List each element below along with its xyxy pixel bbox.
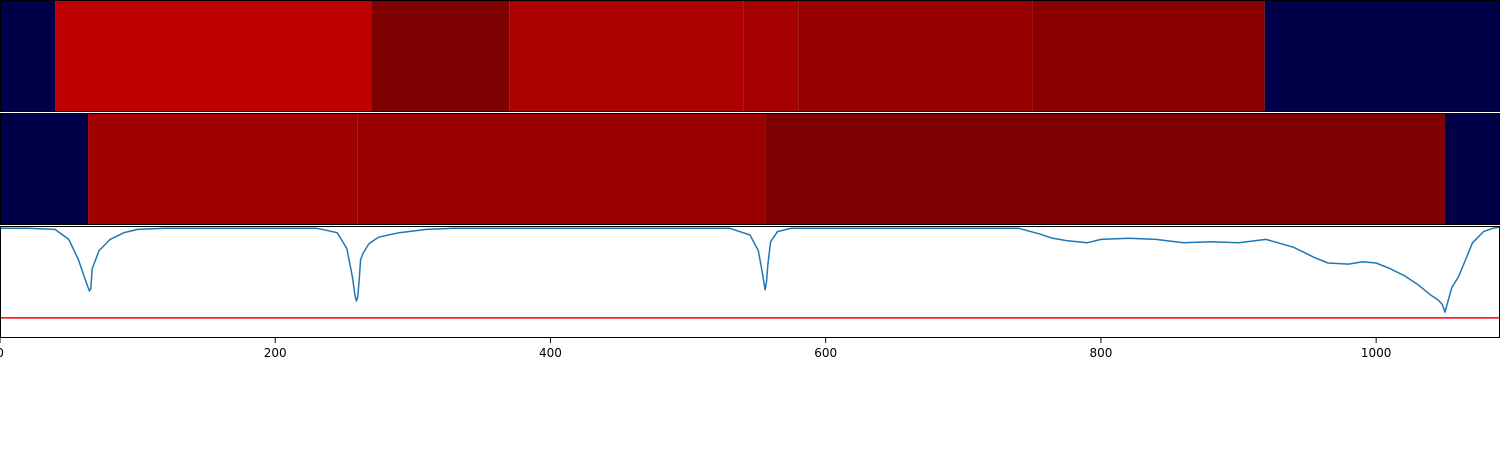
x-tick-label: 800 — [1089, 346, 1112, 360]
middle-heatmap-panel — [0, 113, 1500, 225]
x-tick-label: 600 — [814, 346, 837, 360]
top-heatmap-segment-1 — [55, 0, 372, 112]
line-plot-background — [0, 226, 1500, 338]
x-tick-label: 200 — [264, 346, 287, 360]
top-heatmap-segment-6 — [1032, 0, 1265, 112]
top-heatmap-segment-3 — [509, 0, 743, 112]
top-heatmap-segment-4 — [743, 0, 798, 112]
top-heatmap-segment-2 — [372, 0, 510, 112]
middle-heatmap-segment-4 — [1445, 113, 1500, 225]
middle-heatmap-segment-3 — [765, 113, 1445, 225]
middle-heatmap-segment-1 — [88, 113, 358, 225]
middle-heatmap-segment-0 — [0, 113, 88, 225]
x-axis: 0 200 400 600 800 1000 — [0, 338, 1391, 360]
top-heatmap-panel — [0, 0, 1500, 112]
top-heatmap-segment-7 — [1265, 0, 1500, 112]
top-heatmap-segment-0 — [0, 0, 55, 112]
x-tick-label: 400 — [539, 346, 562, 360]
x-tick-label: 0 — [0, 346, 4, 360]
line-plot-panel — [0, 226, 1500, 338]
x-tick-label: 1000 — [1361, 346, 1392, 360]
top-heatmap-segment-5 — [798, 0, 1032, 112]
middle-heatmap-segment-2 — [358, 113, 765, 225]
